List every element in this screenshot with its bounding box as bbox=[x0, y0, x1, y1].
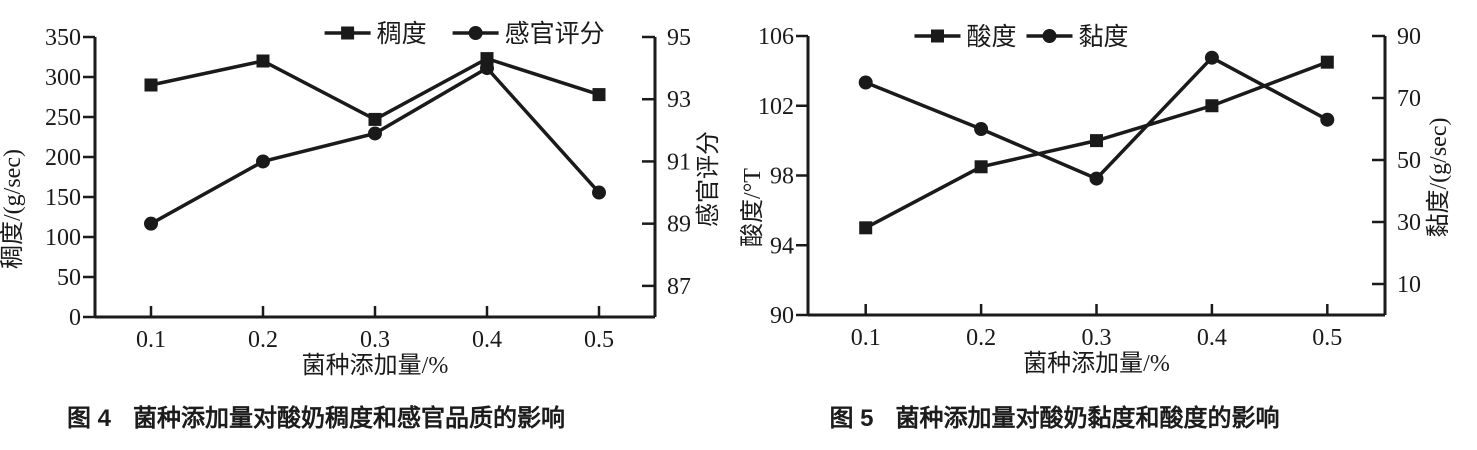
left-tick-label: 90 bbox=[770, 303, 794, 329]
tick-marks bbox=[796, 34, 1385, 317]
left-tick-label: 102 bbox=[758, 94, 794, 120]
legend-square-marker bbox=[341, 26, 355, 40]
right-tick-label: 93 bbox=[667, 87, 691, 113]
legend-circle-marker bbox=[1042, 29, 1057, 43]
x-axis-label: 菌种添加量/% bbox=[1023, 350, 1170, 377]
square-marker bbox=[144, 78, 158, 92]
figure-4-number: 图 4 bbox=[66, 405, 111, 432]
x-tick-label: 0.5 bbox=[1312, 325, 1342, 351]
right-tick-label: 70 bbox=[1397, 86, 1421, 112]
square-marker bbox=[592, 88, 606, 102]
right-tick-label: 89 bbox=[667, 212, 691, 238]
left-axis-label: 酸度/°T bbox=[740, 168, 766, 247]
line-chart-figure-5: 90 94 98 102 106 10 30 50 70 90 0.1 0.2 0.3 0.4 0.5 菌种添… bbox=[740, 23, 1452, 377]
circle-marker bbox=[256, 154, 270, 169]
legend-square-marker bbox=[930, 29, 944, 43]
left-tick-label: 94 bbox=[770, 233, 794, 259]
left-axis-label: 稠度/(g/sec) bbox=[0, 149, 26, 269]
circle-marker bbox=[1089, 171, 1104, 186]
right-axis-label: 感官评分 bbox=[695, 131, 722, 227]
right-tick-label: 95 bbox=[667, 25, 691, 51]
square-marker bbox=[1320, 55, 1334, 69]
right-tick-label: 90 bbox=[1397, 24, 1421, 50]
left-tick-label: 0 bbox=[69, 305, 81, 331]
legend-label: 黏度 bbox=[1078, 23, 1128, 51]
x-tick-label: 0.1 bbox=[851, 325, 881, 351]
square-marker bbox=[1205, 99, 1219, 113]
right-tick-label: 91 bbox=[667, 149, 691, 175]
square-marker bbox=[368, 112, 382, 126]
series-酸度 bbox=[859, 55, 1334, 235]
legend-item-稠度: 稠度 bbox=[324, 20, 427, 48]
left-tick-label: 250 bbox=[45, 105, 81, 131]
right-axis-label: 黏度/(g/sec) bbox=[1425, 118, 1452, 238]
left-tick-label: 106 bbox=[758, 24, 794, 50]
circle-marker bbox=[368, 126, 382, 141]
square-marker bbox=[859, 221, 873, 235]
circle-marker bbox=[974, 122, 989, 136]
square-marker bbox=[256, 54, 270, 68]
series-感官评分 bbox=[144, 61, 606, 231]
legend-item-感官评分: 感官评分 bbox=[452, 20, 605, 48]
series-line bbox=[150, 56, 600, 122]
legend: 稠度 感官评分 bbox=[324, 20, 605, 48]
x-tick-label: 0.4 bbox=[1197, 325, 1227, 351]
x-tick-label: 0.3 bbox=[1082, 325, 1112, 351]
right-tick-label: 30 bbox=[1397, 210, 1421, 236]
circle-marker bbox=[144, 216, 158, 231]
x-axis-label: 菌种添加量/% bbox=[302, 352, 449, 379]
x-tick-label: 0.2 bbox=[248, 327, 278, 353]
right-tick-label: 50 bbox=[1397, 148, 1421, 174]
left-tick-label: 150 bbox=[45, 185, 81, 211]
legend-label: 感官评分 bbox=[505, 20, 605, 48]
x-tick-label: 0.4 bbox=[472, 327, 502, 353]
left-tick-label: 350 bbox=[45, 25, 81, 51]
legend-item-黏度: 黏度 bbox=[1026, 23, 1129, 51]
figure-5-caption: 图 5 菌种添加量对酸奶黏度和酸度的影响 bbox=[686, 398, 1423, 433]
figure-5-number: 图 5 bbox=[829, 405, 874, 432]
x-tick-label: 0.2 bbox=[966, 325, 996, 351]
tick-labels: 0 50 100 150 200 250 300 350 87 89 91 93 95 0.1 0.2 0.3… bbox=[45, 25, 691, 353]
figure-panel-4: 0 50 100 150 200 250 300 350 87 89 91 93 95 0.1 0.2 0.3… bbox=[0, 20, 722, 433]
tick-marks bbox=[83, 35, 655, 319]
legend-label: 酸度 bbox=[966, 23, 1016, 51]
left-tick-label: 50 bbox=[57, 265, 81, 291]
figure-panel-5: 90 94 98 102 106 10 30 50 70 90 0.1 0.2 0.3 0.4 0.5 菌种添… bbox=[740, 0, 1477, 450]
legend-item-酸度: 酸度 bbox=[914, 23, 1017, 51]
circle-marker bbox=[480, 61, 494, 76]
x-tick-label: 0.5 bbox=[584, 327, 614, 353]
series-黏度 bbox=[858, 50, 1335, 186]
legend-label: 稠度 bbox=[377, 20, 427, 48]
series-稠度 bbox=[144, 52, 606, 126]
left-tick-label: 300 bbox=[45, 65, 81, 91]
legend: 酸度 黏度 bbox=[914, 23, 1129, 51]
square-marker bbox=[974, 160, 988, 174]
right-tick-label: 10 bbox=[1397, 272, 1421, 298]
x-tick-label: 0.3 bbox=[360, 327, 390, 353]
line-chart-figure-4: 0 50 100 150 200 250 300 350 87 89 91 93 95 0.1 0.2 0.3… bbox=[0, 20, 722, 379]
x-tick-label: 0.1 bbox=[136, 327, 166, 353]
legend-circle-marker bbox=[468, 26, 483, 40]
series-line bbox=[865, 55, 1329, 181]
figure-5-title: 菌种添加量对酸奶黏度和酸度的影响 bbox=[895, 405, 1280, 432]
circle-marker bbox=[1204, 50, 1219, 65]
figure-4-caption: 图 4 菌种添加量对酸奶稠度和感官品质的影响 bbox=[0, 398, 686, 433]
left-tick-label: 200 bbox=[45, 145, 81, 171]
square-marker bbox=[1090, 134, 1103, 148]
circle-marker bbox=[858, 75, 873, 90]
right-tick-label: 87 bbox=[667, 274, 691, 300]
series-line bbox=[150, 65, 601, 226]
tick-labels: 90 94 98 102 106 10 30 50 70 90 0.1 0.2 0.3 0.4 0.5 bbox=[758, 24, 1421, 351]
left-tick-label: 98 bbox=[770, 164, 794, 190]
square-marker bbox=[480, 52, 494, 66]
circle-marker bbox=[1320, 112, 1335, 127]
circle-marker bbox=[592, 185, 606, 200]
figure-4-title: 菌种添加量对酸奶稠度和感官品质的影响 bbox=[133, 405, 565, 432]
left-tick-label: 100 bbox=[45, 225, 81, 251]
